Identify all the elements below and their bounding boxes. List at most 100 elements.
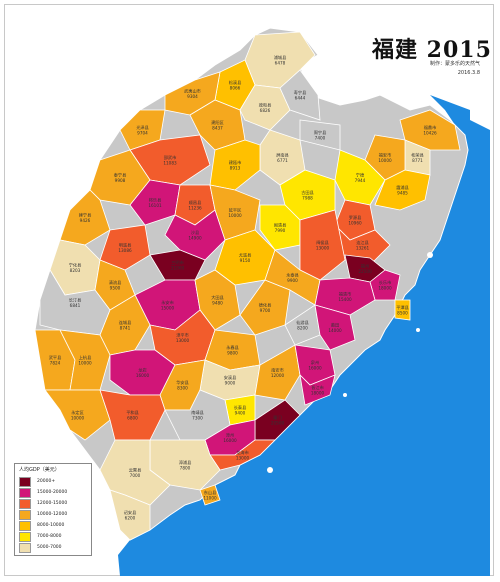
region-value-label: 9426 [80, 218, 91, 223]
legend-item: 7000-8000 [19, 531, 87, 542]
region-value-label: 7000 [130, 473, 141, 478]
region-value-label: 10000 [378, 158, 392, 163]
region-name-label: 德化县 [259, 302, 272, 309]
region-value-label: 13086 [118, 248, 132, 253]
legend-item: 20000+ [19, 476, 87, 487]
region-name-label: 宁德 [356, 172, 365, 179]
region-value-label: 8500 [397, 311, 408, 316]
region-value-label: 7990 [275, 228, 286, 233]
region-三明市[interactable] [149, 249, 206, 281]
region-name-label: 罗源县 [349, 214, 362, 221]
legend-swatch [19, 531, 31, 542]
region-name-label: 南靖县 [191, 409, 204, 416]
legend-label: 12000-15000 [37, 501, 68, 506]
region-value-label: 6841 [70, 303, 81, 308]
legend: 人均GDP（美元） 20000+ 15000-20000 12000-15000 10… [14, 463, 92, 556]
legend-label: 10000-12000 [37, 512, 68, 517]
region-name-label: 连江县 [356, 239, 369, 246]
region-name-label: 沙县 [191, 230, 199, 236]
region-name-label: 霞浦县 [396, 184, 409, 191]
region-晋江市[interactable] [299, 373, 336, 406]
region-value-label: 8437 [212, 126, 223, 131]
legend-swatch [19, 487, 31, 498]
region-name-label: 福清市 [339, 291, 352, 298]
region-value-label: 8203 [70, 268, 81, 273]
region-平和县[interactable] [99, 389, 166, 441]
region-沙县[interactable] [164, 209, 226, 261]
legend-label: 7000-8000 [37, 534, 62, 539]
region-name-label: 光泽县 [136, 124, 149, 131]
region-value-label: 13000 [236, 456, 250, 461]
credit-author: 制作：蒙多乐的天然气 [429, 61, 480, 67]
region-name-label: 将乐县 [149, 197, 162, 204]
region-name-label: 云霄县 [129, 468, 142, 474]
region-诏安县[interactable] [109, 489, 151, 541]
region-name-label: 福安市 [379, 152, 392, 159]
islands [267, 252, 433, 473]
region-name-label: 福鼎市 [424, 124, 437, 131]
region-value-label: 14900 [188, 236, 202, 241]
region-name-label: 寿宁县 [294, 89, 307, 96]
region-霞浦县[interactable] [374, 169, 431, 211]
credit-date: 2016.3.8 [457, 70, 480, 76]
region-value-label: 10000 [71, 416, 85, 421]
region-东山县[interactable] [199, 484, 221, 506]
region-value-label: 13000 [176, 338, 190, 343]
region-value-label: 22500 [358, 269, 372, 274]
region-name-label: 武夷山市 [184, 88, 201, 95]
regions [34, 31, 461, 541]
region-name-label: 延平区 [229, 207, 242, 214]
region-value-label: 7400 [315, 136, 326, 141]
region-name-label: 建宁县 [79, 212, 92, 219]
region-明溪县[interactable] [99, 224, 151, 271]
region-name-label: 永泰县 [286, 272, 299, 279]
region-name-label: 建阳区 [211, 119, 224, 126]
region-value-label: 16101 [148, 203, 162, 208]
region-value-label: 9485 [397, 191, 408, 196]
region-value-label: 13000 [316, 246, 330, 251]
region-value-label: 9150 [240, 258, 251, 263]
region-value-label: 8741 [120, 326, 131, 331]
region-name-label: 屏南县 [276, 152, 289, 159]
region-value-label: 11236 [188, 206, 202, 211]
region-value-label: 7800 [180, 466, 191, 471]
legend-label: 5000-7000 [37, 545, 62, 550]
region-value-label: 6444 [295, 96, 306, 101]
region-name-label: 平和县 [126, 409, 139, 416]
region-name-label: 邵武市 [164, 154, 177, 161]
region-name-label: 莆田 [331, 322, 339, 329]
region-name-label: 长乐市 [379, 279, 392, 286]
legend-label: 15000-20000 [37, 490, 68, 495]
sea [118, 95, 490, 576]
region-光泽县[interactable] [119, 109, 166, 151]
region-value-label: 21000 [171, 266, 185, 271]
region-value-label: 9900 [287, 278, 298, 283]
region-平潭县[interactable] [394, 299, 411, 321]
region-德化县[interactable] [239, 279, 291, 336]
region-name-label: 厦门 [273, 414, 281, 421]
region-value-label: 8300 [177, 386, 188, 391]
region-寿宁县[interactable] [279, 69, 321, 121]
region-value-label: 12000 [271, 373, 285, 378]
region-value-label: 8771 [412, 158, 423, 163]
region-name-label: 永安市 [161, 299, 174, 306]
region-name-label: 尤溪县 [239, 252, 252, 259]
region-value-label: 6800 [127, 416, 138, 421]
region-value-label: 16000 [223, 438, 237, 443]
region-value-label: 6200 [125, 516, 136, 521]
region-name-label: 南安市 [271, 367, 284, 374]
region-name-label: 长汀县 [69, 297, 82, 304]
region-龙海市[interactable] [209, 439, 276, 471]
region-name-label: 柘荣县 [411, 152, 424, 159]
region-莆田[interactable] [314, 304, 356, 351]
region-value-label: 10000 [78, 361, 92, 366]
region-value-label: 7824 [50, 361, 61, 366]
region-name-label: 龙海市 [236, 449, 249, 456]
region-name-label: 清流县 [109, 279, 122, 286]
region-name-label: 连城县 [119, 319, 132, 326]
legend-item: 5000-7000 [19, 542, 87, 553]
region-name-label: 明溪县 [119, 242, 132, 249]
region-value-label: 15400 [338, 297, 352, 302]
